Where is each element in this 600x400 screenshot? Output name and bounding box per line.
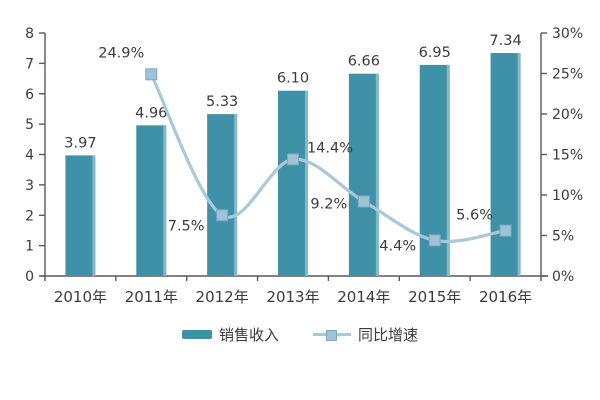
legend-label-growth: 同比增速 — [358, 326, 419, 344]
growth-marker — [357, 195, 370, 208]
right-axis-tick-label: 0% — [552, 269, 574, 285]
bar-value-label: 6.10 — [277, 71, 309, 87]
x-axis-category-label: 2016年 — [479, 288, 532, 306]
bar-value-label: 6.66 — [348, 54, 380, 70]
right-axis-tick-label: 20% — [552, 107, 583, 123]
right-axis-tick-label: 5% — [552, 229, 574, 245]
growth-marker — [499, 224, 512, 237]
left-axis-tick-label: 0 — [25, 269, 34, 285]
legend-label-revenue: 销售收入 — [218, 326, 279, 344]
revenue-bar-highlight — [92, 155, 96, 276]
legend-item-revenue: 销售收入 — [181, 324, 279, 345]
bar-value-label: 5.33 — [206, 94, 238, 110]
growth-value-label: 24.9% — [98, 45, 144, 61]
left-axis-tick-label: 2 — [25, 208, 34, 224]
x-axis-category-label: 2015年 — [408, 288, 461, 306]
revenue-bar-highlight — [517, 53, 521, 276]
left-axis-tick-label: 5 — [25, 117, 34, 133]
right-axis-tick-label: 30% — [552, 26, 583, 42]
growth-value-label: 7.5% — [168, 218, 205, 234]
chart-legend: 销售收入 同比增速 — [0, 324, 600, 345]
revenue-bar-highlight — [305, 90, 308, 277]
revenue-bar-highlight — [375, 73, 379, 276]
growth-value-label: 5.6% — [456, 208, 493, 224]
left-axis-tick-label: 4 — [25, 148, 34, 164]
revenue-bar — [207, 114, 238, 276]
left-axis-tick-label: 7 — [25, 56, 34, 72]
left-axis-tick-label: 8 — [25, 26, 34, 42]
growth-line — [149, 72, 508, 243]
legend-item-growth: 同比增速 — [313, 324, 418, 345]
revenue-bar — [278, 90, 308, 277]
left-axis-tick-label: 6 — [25, 87, 34, 103]
bar-value-label: 4.96 — [135, 105, 167, 121]
left-axis-tick-label: 3 — [25, 178, 34, 194]
x-axis-category-label: 2010年 — [54, 288, 107, 306]
growth-marker — [216, 209, 229, 222]
x-axis-category-label: 2012年 — [196, 288, 249, 306]
x-axis-category-label: 2014年 — [337, 288, 390, 306]
revenue-bar-highlight — [446, 64, 450, 276]
growth-marker — [145, 68, 158, 81]
revenue-bar — [65, 155, 96, 276]
line-marker-swatch — [326, 329, 337, 341]
bar-value-label: 3.97 — [64, 135, 96, 151]
revenue-bar — [348, 73, 379, 276]
revenue-bar-highlight — [234, 114, 238, 276]
x-axis-category-label: 2011年 — [125, 288, 178, 306]
growth-marker — [428, 234, 441, 247]
right-axis-tick-label: 15% — [552, 148, 583, 164]
line-series-swatch — [313, 329, 351, 341]
growth-value-label: 4.4% — [379, 238, 416, 254]
bar-value-label: 6.95 — [419, 45, 451, 61]
left-axis-tick-label: 1 — [25, 239, 34, 255]
right-axis-tick-label: 10% — [552, 188, 583, 204]
growth-value-label: 14.4% — [307, 140, 353, 156]
x-axis-category-label: 2013年 — [266, 288, 319, 306]
growth-value-label: 9.2% — [310, 196, 347, 212]
right-axis-tick-label: 25% — [552, 67, 583, 83]
bar-series-swatch — [181, 330, 212, 339]
revenue-bar — [136, 125, 167, 276]
revenue-bar — [490, 53, 521, 276]
bar-value-label: 7.34 — [489, 33, 521, 49]
growth-marker — [287, 153, 299, 166]
revenue-bar-highlight — [163, 125, 167, 276]
